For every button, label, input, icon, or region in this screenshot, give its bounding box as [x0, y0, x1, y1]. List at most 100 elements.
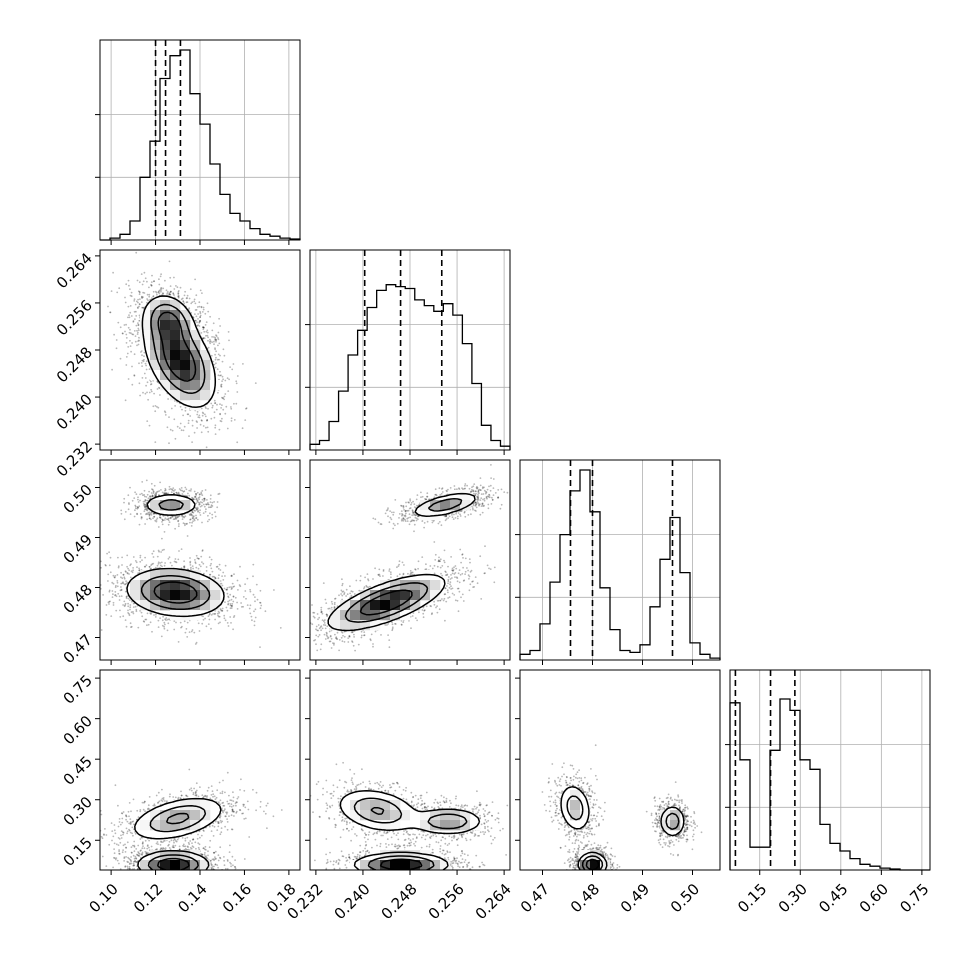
scatter-point [142, 296, 144, 298]
scatter-point [218, 612, 221, 614]
scatter-point [343, 786, 346, 789]
scatter-point [232, 804, 235, 807]
scatter-point [580, 779, 583, 782]
scatter-point [136, 506, 139, 508]
scatter-point [221, 810, 224, 813]
scatter-point [404, 518, 406, 521]
scatter-point [349, 585, 351, 588]
scatter-point [159, 564, 162, 567]
scatter-point [471, 580, 473, 583]
scatter-point [186, 845, 189, 848]
scatter-point [161, 847, 164, 850]
scatter-point [188, 307, 191, 310]
scatter-point [142, 306, 145, 309]
scatter-point [150, 845, 153, 848]
scatter-point [143, 504, 146, 507]
scatter-point [141, 481, 144, 483]
density-cell [450, 490, 461, 501]
scatter-point [135, 857, 138, 859]
scatter-point [463, 804, 466, 807]
scatter-point [142, 841, 144, 843]
scatter-point [230, 406, 232, 408]
scatter-point [195, 554, 198, 557]
scatter-point [389, 784, 391, 786]
scatter-point [391, 843, 393, 846]
scatter-point [467, 569, 469, 572]
scatter-point [140, 362, 143, 364]
scatter-point [150, 612, 153, 614]
scatter-point [252, 593, 255, 596]
scatter-panel-3-1 [310, 761, 509, 888]
density-cell [450, 500, 461, 511]
scatter-point [571, 842, 574, 844]
scatter-point [146, 612, 149, 615]
scatter-point [402, 518, 405, 520]
scatter-point [593, 833, 596, 836]
scatter-point [174, 489, 176, 491]
scatter-point [577, 848, 580, 850]
scatter-point [484, 819, 487, 821]
scatter-point [180, 886, 182, 888]
scatter-point [581, 831, 583, 834]
scatter-point [208, 846, 211, 849]
scatter-point [159, 514, 162, 517]
scatter-point [100, 835, 103, 838]
scatter-point [207, 346, 210, 349]
scatter-point [180, 567, 183, 569]
scatter-point [380, 880, 382, 882]
scatter-point [416, 619, 418, 622]
scatter-point [390, 886, 392, 888]
scatter-point [184, 515, 187, 518]
scatter-point [431, 521, 434, 524]
scatter-point [582, 881, 584, 883]
scatter-point [218, 428, 221, 431]
scatter-point [246, 800, 249, 803]
density-cell [330, 620, 341, 631]
scatter-points [100, 479, 282, 648]
scatter-point [141, 801, 144, 804]
scatter-point [592, 876, 594, 878]
scatter-point [148, 513, 151, 516]
scatter-point [461, 806, 464, 808]
scatter-point [122, 604, 124, 606]
scatter-point [408, 842, 410, 845]
scatter-point [133, 823, 135, 826]
scatter-point [163, 878, 165, 880]
scatter-point [292, 639, 294, 641]
scatter-point [486, 804, 488, 806]
scatter-point [145, 384, 148, 387]
scatter-point [481, 487, 484, 490]
scatter-point [408, 513, 411, 516]
scatter-point [579, 830, 581, 833]
scatter-point [197, 497, 200, 499]
scatter-point [180, 487, 183, 489]
scatter-point [474, 834, 477, 836]
scatter-point [396, 781, 399, 784]
scatter-point [490, 503, 493, 505]
scatter-point [156, 388, 159, 390]
scatter-point [389, 510, 391, 512]
scatter-point [551, 763, 554, 765]
scatter-point [150, 284, 153, 287]
scatter-point [235, 380, 238, 383]
density-cell [410, 860, 421, 870]
scatter-point [412, 796, 415, 798]
scatter-point [219, 799, 222, 802]
scatter-point [485, 491, 488, 494]
scatter-point [604, 871, 606, 873]
scatter-point [483, 497, 486, 500]
density-cell [180, 340, 191, 351]
scatter-point [161, 518, 164, 521]
scatter-point [229, 616, 232, 618]
scatter-point [444, 515, 447, 518]
scatter-point [205, 855, 208, 858]
scatter-point [105, 604, 108, 606]
scatter-point [202, 337, 205, 340]
scatter-point [211, 404, 214, 407]
density-cell [400, 850, 411, 861]
scatter-point [172, 487, 175, 489]
scatter-point [393, 832, 395, 835]
scatter-point [172, 293, 175, 295]
scatter-point [586, 877, 588, 879]
scatter-point [396, 522, 399, 525]
